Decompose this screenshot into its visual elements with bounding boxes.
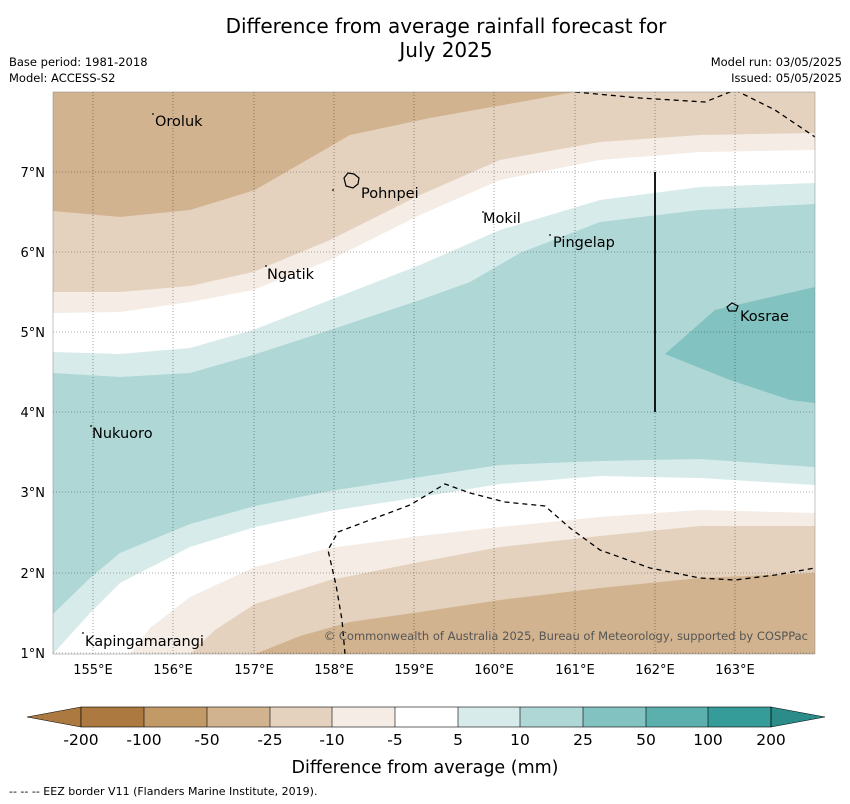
lon-label: 156°E bbox=[153, 663, 193, 678]
lon-label: 160°E bbox=[474, 663, 514, 678]
band-minus-50-south bbox=[255, 573, 815, 654]
lon-label: 161°E bbox=[555, 663, 595, 678]
island-outline-icon bbox=[343, 172, 360, 189]
place-label: Oroluk bbox=[155, 114, 203, 130]
longitude-labels: 155°E 156°E 157°E 158°E 159°E 160°E 161°… bbox=[73, 663, 755, 678]
colorbar-extend-high bbox=[770, 706, 826, 728]
lat-label: 5°N bbox=[21, 326, 46, 341]
colorbar-tick: 10 bbox=[510, 731, 530, 749]
atoll-markers bbox=[82, 113, 551, 634]
island-outline-icon bbox=[726, 302, 739, 312]
metadata-right: Model run: 03/05/2025 Issued: 05/05/2025 bbox=[711, 54, 842, 86]
band-minus-50 bbox=[53, 92, 575, 217]
place-label: Pohnpei bbox=[361, 186, 419, 202]
lat-label: 7°N bbox=[21, 166, 46, 181]
map-area: Oroluk Pohnpei Mokil Pingelap Ngatik Kos… bbox=[53, 92, 815, 654]
colorbar-tick: -5 bbox=[387, 731, 402, 749]
colorbar-tick: 5 bbox=[453, 731, 463, 749]
footnote: -- -- -- EEZ border V11 (Flanders Marine… bbox=[9, 785, 318, 798]
lon-label: 163°E bbox=[715, 663, 755, 678]
lon-label: 157°E bbox=[234, 663, 274, 678]
title-line-1: Difference from average rainfall forecas… bbox=[225, 14, 667, 38]
colorbar-tick: -200 bbox=[63, 731, 98, 749]
lon-label: 162°E bbox=[635, 663, 675, 678]
place-label: Ngatik bbox=[267, 267, 315, 283]
map-title: Difference from average rainfall forecas… bbox=[0, 14, 850, 62]
atoll-icon bbox=[90, 425, 92, 427]
metadata-left: Base period: 1981-2018 Model: ACCESS-S2 bbox=[9, 54, 148, 86]
copyright-notice: © Commonwealth of Australia 2025, Bureau… bbox=[324, 629, 808, 643]
band-plus-10 bbox=[53, 204, 815, 614]
colorbar-swatch bbox=[646, 707, 708, 727]
colorbar-swatch bbox=[708, 707, 771, 727]
colorbar-swatch bbox=[332, 707, 395, 727]
colorbar-swatch bbox=[81, 707, 144, 727]
base-period: Base period: 1981-2018 bbox=[9, 55, 148, 69]
colorbar-tick: -25 bbox=[257, 731, 282, 749]
place-label: Mokil bbox=[483, 211, 521, 227]
atoll-icon bbox=[332, 189, 334, 191]
colorbar-swatch bbox=[270, 707, 332, 727]
place-label: Nukuoro bbox=[92, 426, 153, 442]
colorbar-label: Difference from average (mm) bbox=[291, 758, 558, 778]
colorbar-swatch bbox=[458, 707, 520, 727]
colorbar-tick: -50 bbox=[194, 731, 219, 749]
lon-label: 155°E bbox=[73, 663, 113, 678]
lon-label: 158°E bbox=[314, 663, 354, 678]
lat-label: 4°N bbox=[21, 406, 46, 421]
colorbar-extend-low bbox=[26, 706, 82, 728]
colorbar-tick: 200 bbox=[756, 731, 786, 749]
lat-label: 3°N bbox=[21, 486, 46, 501]
lon-label: 159°E bbox=[394, 663, 434, 678]
colorbar-tick: -10 bbox=[319, 731, 344, 749]
colorbar: -200 -100 -50 -25 -10 -5 5 10 25 50 100 … bbox=[26, 706, 826, 778]
latitude-labels: 7°N 6°N 5°N 4°N 3°N 2°N 1°N bbox=[21, 166, 46, 662]
atoll-icon bbox=[482, 211, 484, 213]
colorbar-swatch bbox=[395, 707, 458, 727]
atoll-icon bbox=[265, 265, 267, 267]
colorbar-tick: 50 bbox=[636, 731, 656, 749]
lat-label: 1°N bbox=[21, 647, 46, 662]
place-label: Kosrae bbox=[740, 309, 789, 325]
colorbar-swatch bbox=[144, 707, 207, 727]
eez-border bbox=[327, 92, 815, 654]
gridlines bbox=[53, 92, 815, 654]
colorbar-swatch bbox=[583, 707, 646, 727]
place-label: Pingelap bbox=[553, 235, 615, 251]
atoll-icon bbox=[82, 632, 84, 634]
title-line-2: July 2025 bbox=[399, 38, 493, 62]
atoll-icon bbox=[549, 234, 551, 236]
colorbar-swatch bbox=[520, 707, 583, 727]
place-label: Kapingamarangi bbox=[85, 634, 204, 650]
atoll-icon bbox=[152, 113, 154, 115]
model-name: Model: ACCESS-S2 bbox=[9, 71, 116, 85]
lat-label: 6°N bbox=[21, 246, 46, 261]
colorbar-tick: -100 bbox=[126, 731, 161, 749]
issued-date: Issued: 05/05/2025 bbox=[731, 71, 842, 85]
band-plus-25 bbox=[665, 287, 815, 403]
colorbar-tick: 25 bbox=[573, 731, 593, 749]
colorbar-swatch bbox=[207, 707, 270, 727]
model-run: Model run: 03/05/2025 bbox=[710, 55, 842, 69]
lat-label: 2°N bbox=[21, 567, 46, 582]
map-frame bbox=[52, 91, 816, 655]
colorbar-tick: 100 bbox=[693, 731, 723, 749]
